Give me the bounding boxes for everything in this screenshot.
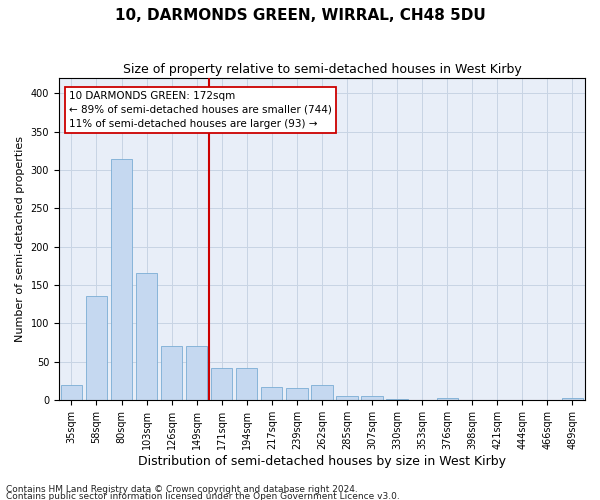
Bar bbox=[386, 399, 408, 400]
Bar bbox=[211, 368, 232, 400]
Bar bbox=[261, 387, 283, 400]
Bar bbox=[562, 398, 583, 400]
Bar bbox=[111, 158, 132, 400]
Bar bbox=[236, 368, 257, 400]
Text: Contains HM Land Registry data © Crown copyright and database right 2024.: Contains HM Land Registry data © Crown c… bbox=[6, 486, 358, 494]
Bar bbox=[311, 384, 332, 400]
Bar bbox=[61, 384, 82, 400]
Text: 10, DARMONDS GREEN, WIRRAL, CH48 5DU: 10, DARMONDS GREEN, WIRRAL, CH48 5DU bbox=[115, 8, 485, 22]
Bar bbox=[86, 296, 107, 400]
Text: Contains public sector information licensed under the Open Government Licence v3: Contains public sector information licen… bbox=[6, 492, 400, 500]
Bar bbox=[161, 346, 182, 400]
Bar bbox=[361, 396, 383, 400]
Text: 10 DARMONDS GREEN: 172sqm
← 89% of semi-detached houses are smaller (744)
11% of: 10 DARMONDS GREEN: 172sqm ← 89% of semi-… bbox=[70, 91, 332, 129]
Bar bbox=[286, 388, 308, 400]
X-axis label: Distribution of semi-detached houses by size in West Kirby: Distribution of semi-detached houses by … bbox=[138, 454, 506, 468]
Bar bbox=[136, 274, 157, 400]
Title: Size of property relative to semi-detached houses in West Kirby: Size of property relative to semi-detach… bbox=[122, 62, 521, 76]
Bar bbox=[437, 398, 458, 400]
Bar bbox=[186, 346, 208, 400]
Y-axis label: Number of semi-detached properties: Number of semi-detached properties bbox=[15, 136, 25, 342]
Bar bbox=[337, 396, 358, 400]
